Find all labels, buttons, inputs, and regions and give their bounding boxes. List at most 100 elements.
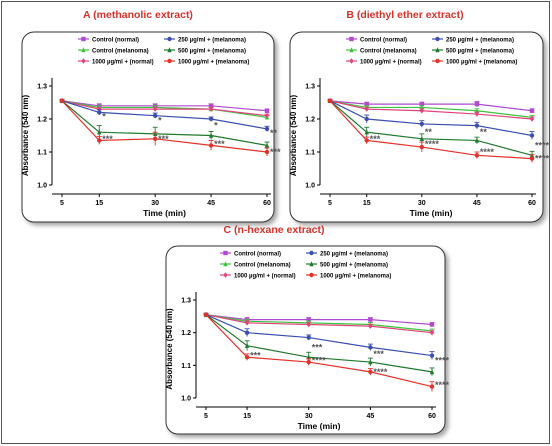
data-point [306,321,311,328]
significance-mark: *** [250,351,261,361]
data-point [97,106,102,112]
x-tick-label: 60 [528,200,536,207]
data-point [97,138,102,143]
legend-label: 1000 µg/ml + (melanoma) [320,274,391,280]
significance-mark: * [102,111,106,121]
x-tick-label: 15 [363,200,371,207]
x-tick-label: 30 [305,413,313,420]
legend-label: 250 µg/ml + (melanoma) [320,252,388,258]
data-point [368,359,373,365]
data-point [264,142,270,148]
series-5 [327,98,535,163]
significance-mark: **** [535,154,550,164]
y-tick-label: 1.3 [37,84,47,91]
data-point [368,323,373,329]
data-point [59,98,65,104]
legend-marker [309,272,314,278]
x-tick-label: 5 [204,413,208,420]
x-tick-label: 15 [243,413,251,420]
legend-label: 250 µg/ml + (melanoma) [446,38,514,44]
significance-mark: *** [214,139,225,149]
data-point [529,156,535,161]
data-point [364,101,369,107]
legend-label: 500 µg/ml + (melanoma) [178,49,246,55]
y-tick-label: 1.2 [37,117,47,124]
data-point [327,98,333,104]
y-tick-label: 1.2 [181,330,191,337]
data-point [368,369,373,375]
x-tick-label: 30 [418,200,426,207]
legend-label: Control (melanoma) [234,263,291,269]
legend-label: 500 µg/ml + (melanoma) [320,263,388,269]
legend-label: 250 µg/ml + (melanoma) [178,38,246,44]
significance-mark: *** [102,134,113,144]
panel-frame [165,245,446,435]
legend-marker [223,272,228,278]
panel-frame [289,31,544,223]
significance-mark: **** [435,380,450,390]
legend-label: 500 µg/ml + (melanoma) [446,49,514,55]
data-point [474,137,480,143]
y-tick-label: 1.3 [181,298,191,305]
legend-marker [167,36,172,42]
data-point [429,322,435,327]
significance-mark: **** [312,355,327,365]
y-axis-label: Absorbance (540 nm) [21,94,30,176]
significance-mark: **** [480,147,495,157]
data-point [152,106,158,112]
significance-mark: *** [312,342,323,352]
x-axis-label: Time (min) [410,208,453,218]
data-point [208,132,214,138]
y-tick-label: 1.0 [181,396,191,403]
significance-mark: **** [535,140,550,150]
significance-mark: *** [373,349,384,359]
x-tick-label: 30 [151,200,159,207]
legend-label: 1000 µg/ml + (normal) [234,274,296,280]
significance-mark: ** [480,127,488,137]
data-point [264,149,270,155]
data-point [364,116,369,122]
series-5 [203,312,435,392]
data-point [152,136,158,141]
y-tick-label: 1.3 [305,84,315,91]
y-tick-label: 1.0 [305,183,315,190]
data-point [419,136,425,141]
data-point [529,133,535,138]
significance-mark: **** [425,139,440,149]
legend-marker [81,58,86,64]
legend-marker [81,47,86,53]
legend-marker [349,58,354,64]
legend-label: Control (normal) [92,38,139,44]
data-point [419,121,425,127]
legend-marker [81,36,86,42]
data-point [368,345,373,350]
data-point [208,116,214,122]
legend-label: Control (melanoma) [360,49,417,55]
panel-c-title: C (n-hexane extract) [224,224,325,236]
x-tick-label: 45 [366,413,374,420]
legend-label: 1000 µg/ml + (normal) [360,60,422,66]
x-tick-label: 60 [263,200,271,207]
data-point [368,317,373,322]
panel-1: 1.0 1.1 1.2 1.3 5 15 30 45 60 Time (min) Absorbanc… [289,31,550,223]
legend-marker [223,250,228,256]
data-point [208,106,214,112]
data-point [97,110,102,115]
data-point [429,384,435,389]
x-tick-label: 45 [207,200,215,207]
legend-marker [167,47,172,53]
data-point [429,353,435,358]
x-axis-label: Time (min) [298,421,341,431]
legend-marker [435,58,440,64]
data-point [306,317,311,322]
legend-label: 1000 µg/ml + (melanoma) [178,60,249,66]
legend-marker [309,261,314,267]
data-point [264,113,270,119]
data-point [152,113,158,118]
legend-marker [435,47,440,53]
significance-mark: ** [270,128,278,138]
legend-label: Control (normal) [360,38,407,44]
significance-mark: * [214,121,218,131]
